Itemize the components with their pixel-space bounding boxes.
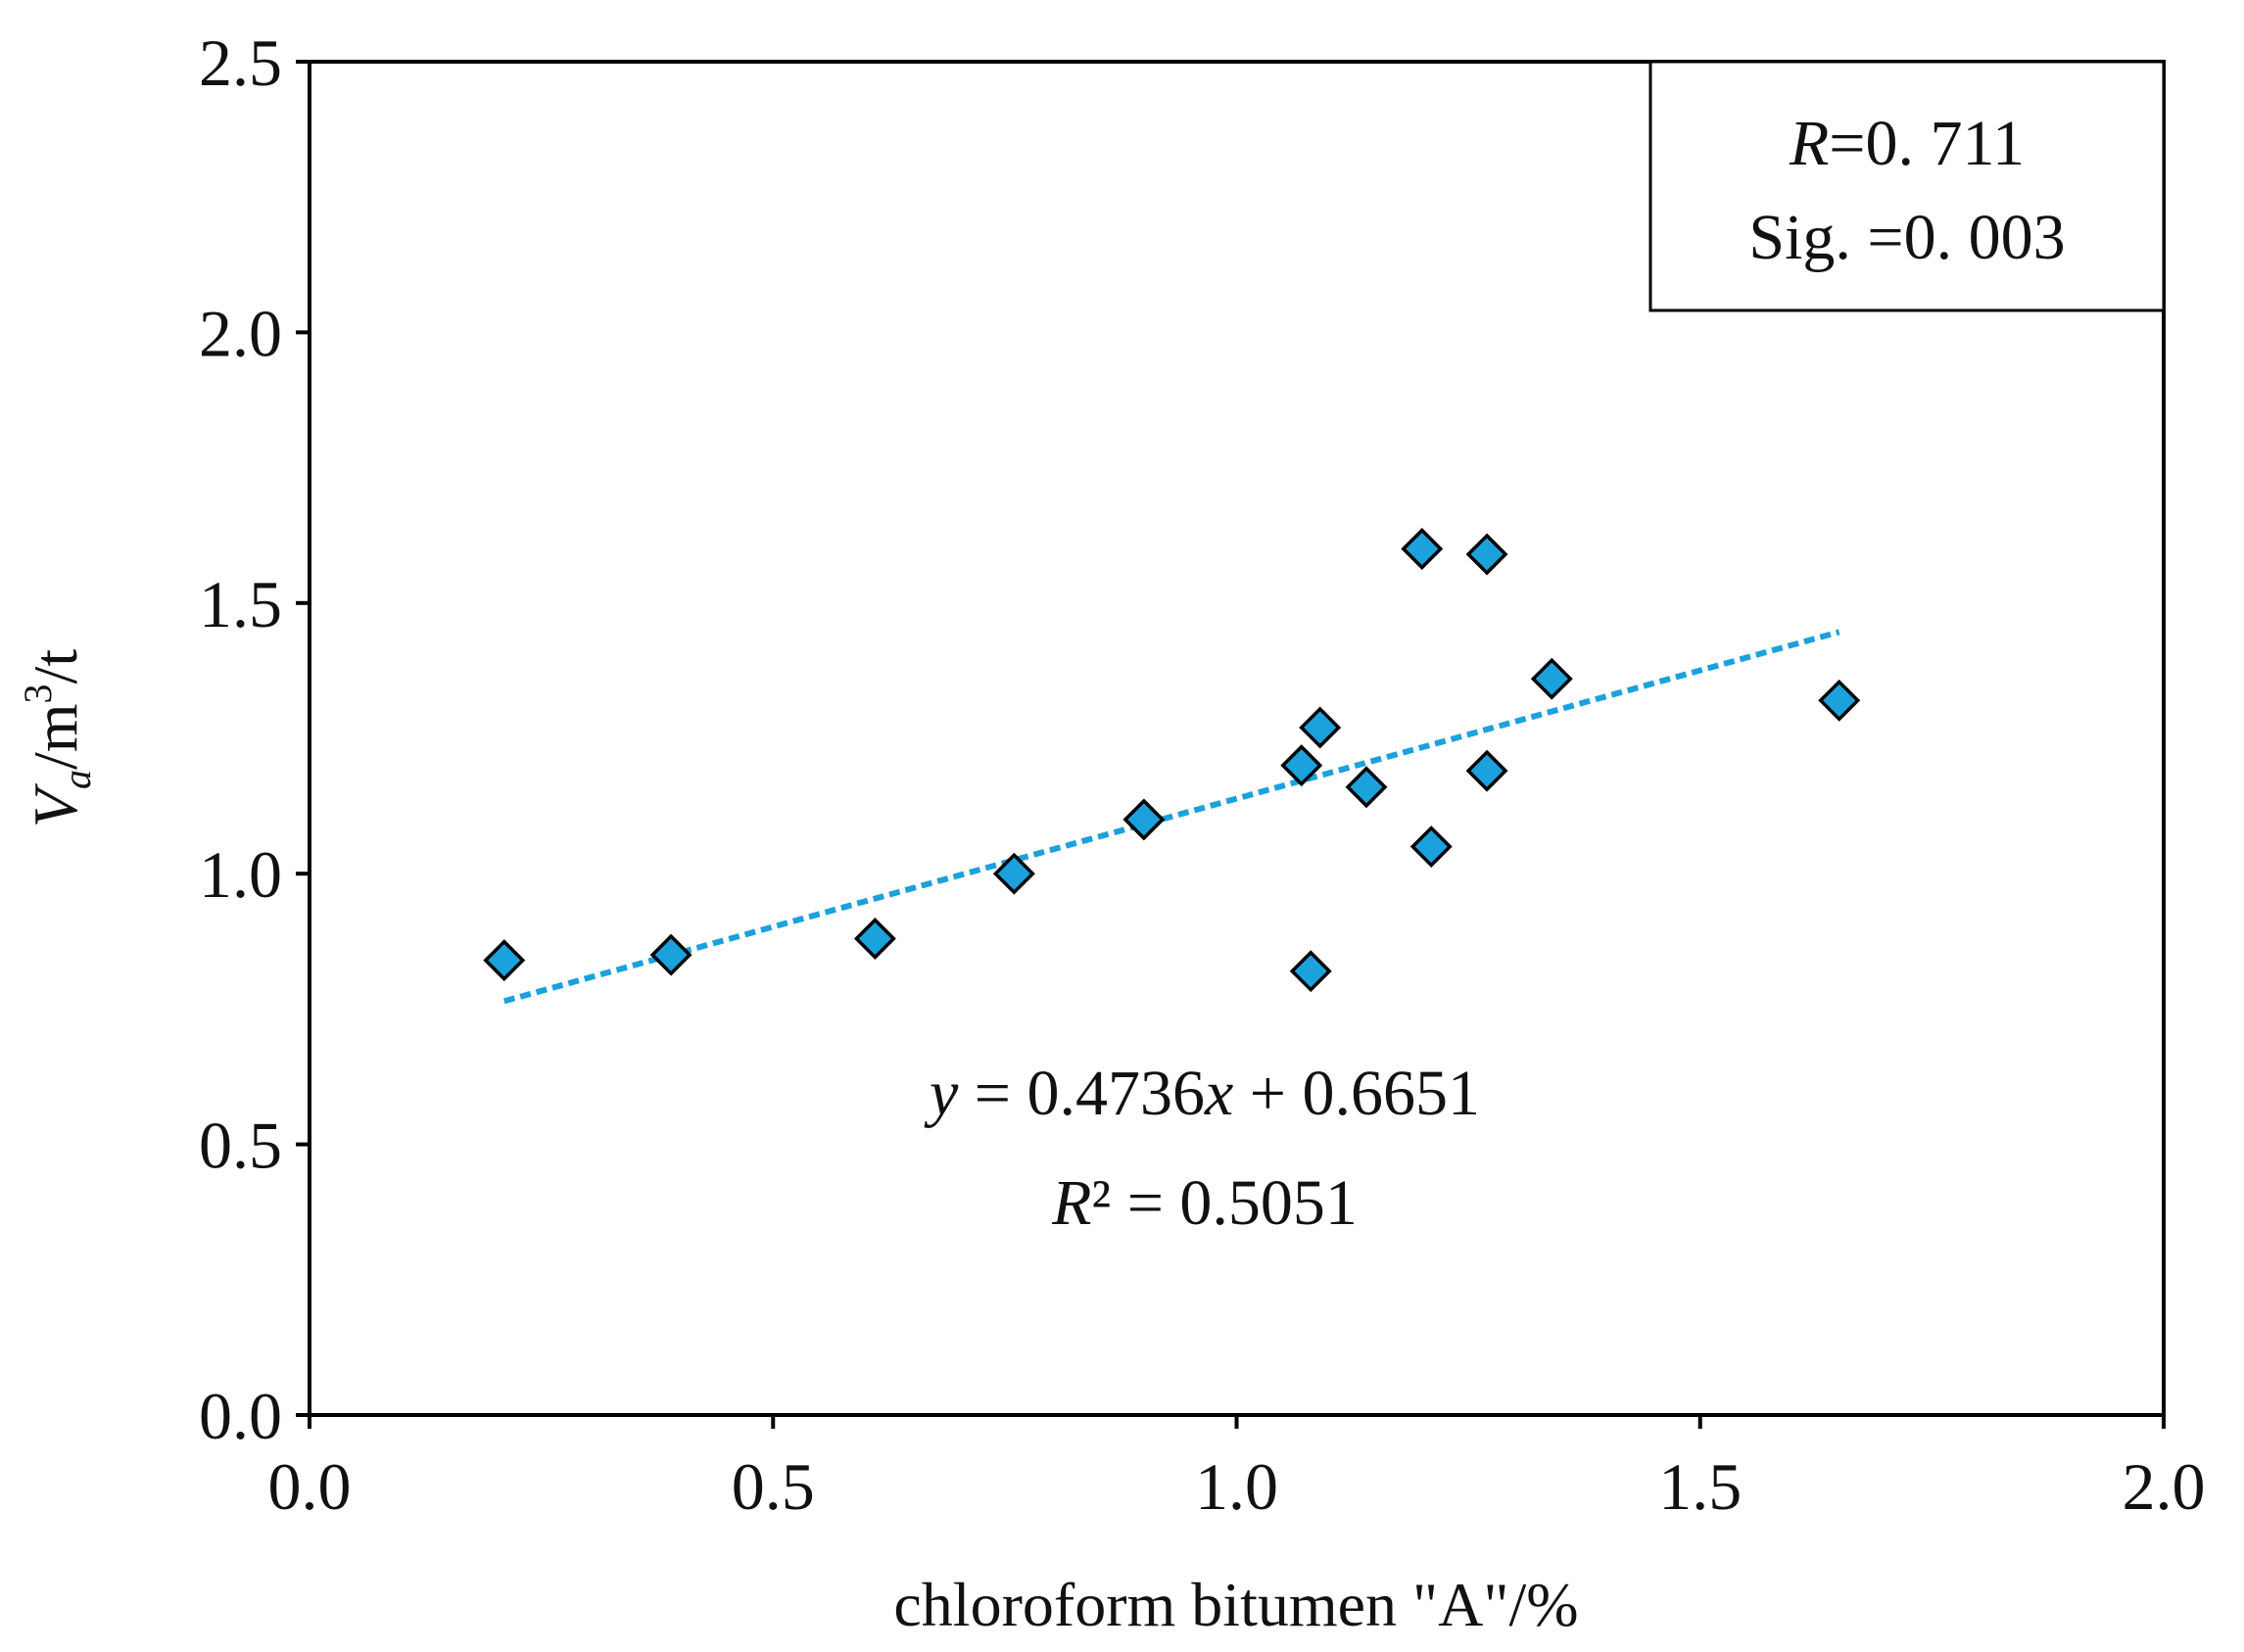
x-tick-label: 1.0 xyxy=(1195,1449,1278,1524)
data-points xyxy=(483,528,1861,993)
data-point xyxy=(1465,749,1508,792)
y-tick-label: 1.0 xyxy=(199,837,282,912)
x-tick-label: 2.0 xyxy=(2123,1449,2206,1524)
regression-equation: y = 0.4736x + 0.6651 xyxy=(924,1058,1480,1129)
x-tick-label: 0.5 xyxy=(732,1449,815,1524)
y-axis-title: Va/m3/t xyxy=(16,649,99,827)
r-squared-label: R² = 0.5051 xyxy=(1051,1167,1358,1239)
axis-ticks: 0.0 0.5 1.0 1.5 2.0 0.0 0.5 1.0 1.5 2.0 2.5 xyxy=(199,25,2206,1524)
y-tick-label: 0.0 xyxy=(199,1379,282,1453)
data-point xyxy=(1818,679,1861,722)
data-point xyxy=(483,939,526,982)
data-point xyxy=(992,852,1035,895)
data-point xyxy=(1530,657,1573,700)
data-point xyxy=(649,933,692,976)
stats-r-value: R=0. 711 xyxy=(1789,108,2025,179)
trendline xyxy=(502,629,1840,1005)
data-point xyxy=(1122,798,1166,841)
y-tick-label: 1.5 xyxy=(199,567,282,641)
data-point xyxy=(1299,706,1342,749)
y-tick-label: 2.0 xyxy=(199,296,282,370)
stats-sig-value: Sig. =0. 003 xyxy=(1748,202,2065,273)
data-point xyxy=(1409,826,1453,869)
y-tick-label: 2.5 xyxy=(199,25,282,100)
data-point xyxy=(1280,744,1323,787)
data-point xyxy=(1401,528,1444,570)
y-tick-label: 0.5 xyxy=(199,1109,282,1183)
x-axis-title: chloroform bitumen "A"/% xyxy=(893,1570,1578,1639)
x-tick-label: 0.0 xyxy=(268,1449,352,1524)
x-tick-label: 1.5 xyxy=(1658,1449,1742,1524)
stats-box xyxy=(1648,60,2166,312)
trendline-layer xyxy=(502,629,1840,1005)
data-point xyxy=(1465,533,1508,576)
data-point xyxy=(1289,950,1332,993)
data-point xyxy=(853,918,896,961)
data-point xyxy=(1345,766,1388,809)
